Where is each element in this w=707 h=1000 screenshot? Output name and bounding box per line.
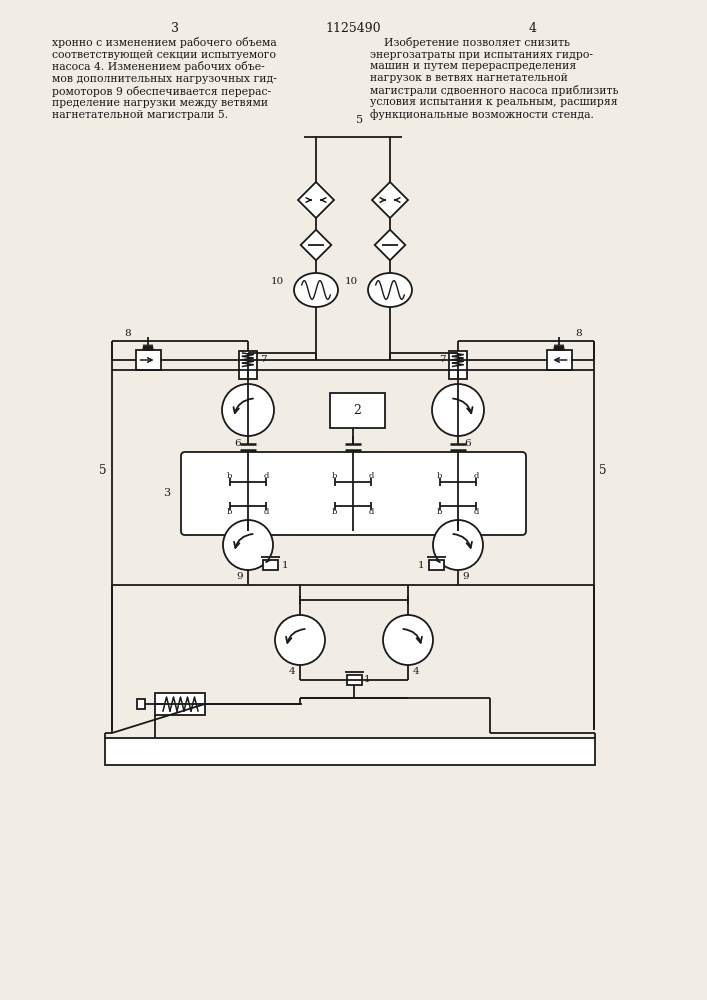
Bar bbox=[137, 699, 145, 709]
Circle shape bbox=[433, 520, 483, 570]
Text: d: d bbox=[369, 472, 375, 480]
Text: 5: 5 bbox=[100, 464, 107, 477]
Text: 6: 6 bbox=[464, 439, 472, 448]
Text: d: d bbox=[264, 508, 269, 516]
Text: b: b bbox=[227, 472, 232, 480]
Ellipse shape bbox=[368, 273, 412, 307]
Text: 4: 4 bbox=[413, 667, 419, 676]
Bar bbox=[330, 393, 385, 428]
Text: b: b bbox=[437, 508, 442, 516]
Text: 3: 3 bbox=[163, 488, 170, 498]
Text: d: d bbox=[369, 508, 375, 516]
Text: 3: 3 bbox=[171, 22, 179, 35]
FancyBboxPatch shape bbox=[181, 452, 526, 535]
Text: Изобретение позволяет снизить
энергозатраты при испытаниях гидро-
машин и путем : Изобретение позволяет снизить энергозатр… bbox=[370, 37, 619, 120]
Text: 9: 9 bbox=[237, 572, 243, 581]
Text: 1: 1 bbox=[417, 560, 424, 570]
Bar bbox=[449, 351, 467, 379]
Polygon shape bbox=[298, 182, 334, 218]
Text: хронно с изменением рабочего объема
соответствующей секции испытуемого
насоса 4.: хронно с изменением рабочего объема соот… bbox=[52, 37, 277, 120]
Bar bbox=[155, 693, 205, 715]
Text: 2: 2 bbox=[354, 404, 361, 417]
Text: 1: 1 bbox=[282, 560, 288, 570]
Text: 7: 7 bbox=[439, 355, 446, 363]
Text: d: d bbox=[264, 472, 269, 480]
Text: d: d bbox=[474, 472, 479, 480]
Text: b: b bbox=[332, 508, 337, 516]
Text: 5: 5 bbox=[356, 115, 363, 125]
Text: 7: 7 bbox=[260, 355, 267, 363]
Bar bbox=[239, 351, 257, 379]
Text: b: b bbox=[332, 472, 337, 480]
Circle shape bbox=[223, 520, 273, 570]
Bar bbox=[136, 350, 160, 370]
Text: 5: 5 bbox=[599, 464, 607, 477]
Bar bbox=[547, 350, 571, 370]
Circle shape bbox=[432, 384, 484, 436]
Text: d: d bbox=[474, 508, 479, 516]
Circle shape bbox=[222, 384, 274, 436]
Text: b: b bbox=[437, 472, 442, 480]
Text: 1125490: 1125490 bbox=[325, 22, 381, 35]
Circle shape bbox=[383, 615, 433, 665]
Text: 10: 10 bbox=[345, 277, 358, 286]
Ellipse shape bbox=[294, 273, 338, 307]
Bar bbox=[105, 738, 595, 765]
Text: 8: 8 bbox=[124, 329, 132, 338]
Text: 1: 1 bbox=[364, 676, 370, 684]
Text: 9: 9 bbox=[462, 572, 469, 581]
Text: 4: 4 bbox=[288, 667, 296, 676]
Text: 4: 4 bbox=[529, 22, 537, 35]
Circle shape bbox=[275, 615, 325, 665]
Text: 8: 8 bbox=[575, 329, 583, 338]
Text: 6: 6 bbox=[235, 439, 241, 448]
Bar bbox=[428, 560, 443, 570]
Text: 10: 10 bbox=[271, 277, 284, 286]
Text: b: b bbox=[227, 508, 232, 516]
Polygon shape bbox=[375, 230, 405, 260]
Polygon shape bbox=[372, 182, 408, 218]
Bar bbox=[262, 560, 278, 570]
Polygon shape bbox=[300, 230, 332, 260]
Bar bbox=[346, 675, 361, 685]
